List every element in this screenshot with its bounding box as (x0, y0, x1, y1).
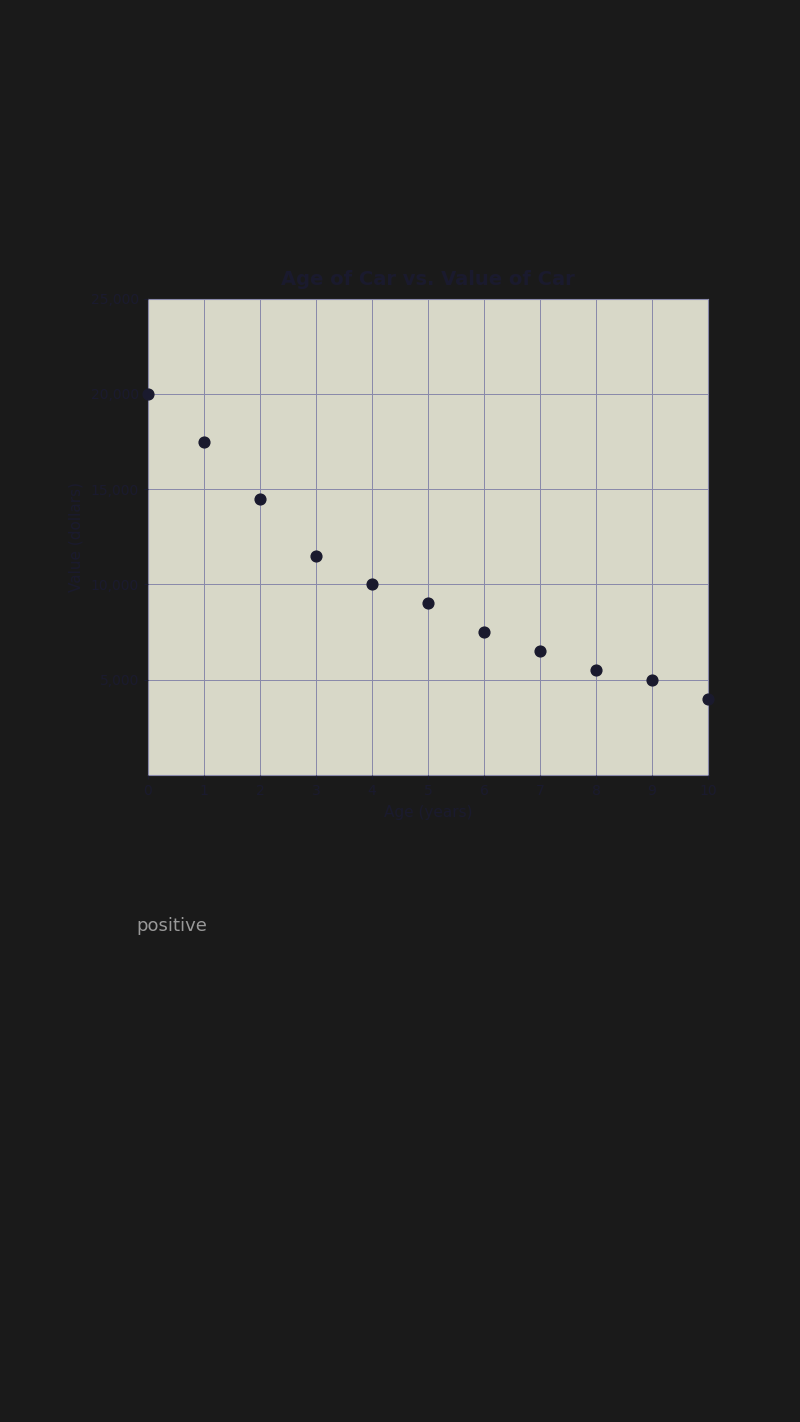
Point (366, 573, 378, 596)
Point (198, 429, 210, 452)
Y-axis label: Value (dollars): Value (dollars) (69, 482, 84, 592)
Point (142, 383, 154, 405)
Point (310, 545, 322, 567)
Text: positive: positive (136, 917, 207, 936)
Point (422, 592, 434, 614)
Point (534, 640, 546, 663)
Point (478, 620, 490, 643)
Point (702, 687, 714, 710)
Point (254, 488, 266, 510)
Title: Age of Car vs. Value of Car: Age of Car vs. Value of Car (281, 270, 575, 289)
Point (646, 668, 658, 691)
Point (590, 658, 602, 681)
X-axis label: Age (years): Age (years) (384, 805, 472, 820)
